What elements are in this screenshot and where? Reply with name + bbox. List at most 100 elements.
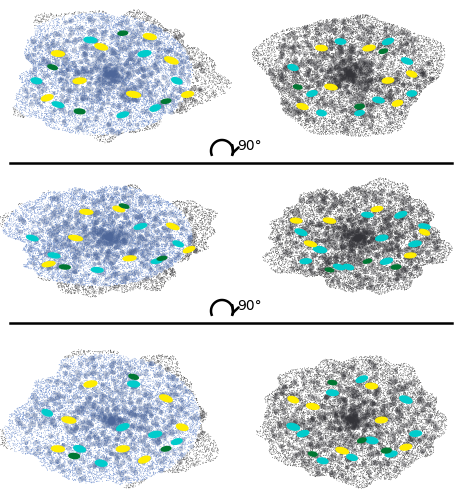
Point [270,263,278,271]
Point [112,22,120,30]
Point [131,47,139,55]
Point [405,399,412,407]
Point [305,42,313,50]
Point [49,88,57,96]
Point [333,30,340,38]
Point [358,418,365,426]
Point [355,186,363,194]
Point [300,449,307,457]
Point [167,386,174,394]
Point [352,250,359,258]
Point [351,274,359,282]
Point [408,216,416,224]
Point [334,108,342,116]
Point [114,72,122,80]
Point [158,274,165,282]
Point [33,242,41,250]
Point [413,424,420,432]
Point [169,452,176,460]
Point [437,418,444,426]
Point [346,200,354,208]
Point [9,442,17,450]
Point [297,214,304,222]
Point [149,448,157,456]
Point [62,392,70,400]
Point [102,14,109,22]
Point [419,69,426,77]
Point [93,241,100,249]
Point [389,398,396,406]
Point [185,443,192,451]
Point [56,238,64,246]
Point [431,76,438,84]
Point [21,406,29,413]
Point [370,286,377,294]
Point [45,210,52,218]
Point [391,465,398,473]
Point [168,216,176,224]
Point [102,226,109,234]
Point [382,236,389,244]
Point [200,242,207,250]
Point [87,80,94,88]
Point [66,442,73,450]
Point [308,440,315,448]
Point [161,352,168,360]
Point [306,457,313,465]
Point [166,390,174,398]
Point [124,370,131,378]
Point [399,376,407,384]
Point [298,200,306,208]
Point [166,441,174,449]
Point [127,125,134,133]
Point [385,46,393,54]
Point [394,366,401,374]
Point [400,264,407,272]
Point [407,63,415,71]
Point [416,230,424,238]
Point [102,14,109,22]
Point [331,412,338,420]
Point [369,428,377,436]
Point [193,426,200,434]
Point [391,80,398,88]
Point [80,242,87,250]
Point [345,476,353,484]
Point [71,270,79,278]
Point [340,364,347,372]
Point [385,224,393,232]
Point [406,452,413,460]
Point [169,372,176,380]
Point [103,348,110,356]
Point [167,411,174,419]
Point [344,216,351,224]
Point [404,92,411,100]
Point [372,21,379,29]
Point [385,258,392,266]
Point [327,34,334,42]
Point [287,375,295,383]
Point [379,90,387,98]
Point [24,89,31,97]
Point [166,464,174,471]
Point [322,426,330,434]
Point [342,410,349,418]
Point [117,472,124,480]
Point [110,94,118,102]
Point [140,28,147,36]
Point [74,215,81,223]
Point [166,214,173,222]
Point [278,254,286,262]
Point [389,38,396,46]
Point [376,374,383,382]
Point [107,70,114,78]
Point [414,219,421,227]
Point [37,36,44,44]
Point [323,130,330,138]
Point [322,242,329,250]
Point [313,214,320,222]
Point [436,62,444,70]
Point [423,210,430,218]
Point [170,251,178,259]
Point [300,432,307,440]
